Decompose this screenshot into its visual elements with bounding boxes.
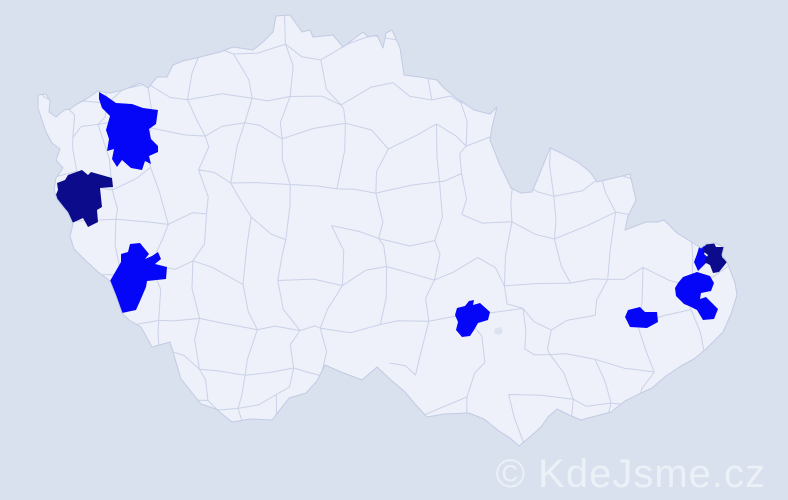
district-highlight-northwest: [99, 92, 158, 170]
district-highlight-northeast-corner: [703, 243, 727, 273]
district-highlight-west: [55, 170, 113, 227]
city-enclave: [494, 327, 503, 335]
country-border: [37, 14, 738, 447]
highlighted-districts: [55, 92, 727, 337]
watermark: © KdeJsme.cz: [496, 452, 766, 496]
district-highlight-east-moravia: [625, 307, 658, 328]
district-highlight-south-moravia: [455, 300, 490, 337]
district-highlight-northeast-small: [694, 244, 710, 271]
district-highlight-northeast-large: [675, 272, 718, 320]
district-highlight-southwest: [110, 243, 167, 313]
country-shape: [38, 15, 737, 446]
